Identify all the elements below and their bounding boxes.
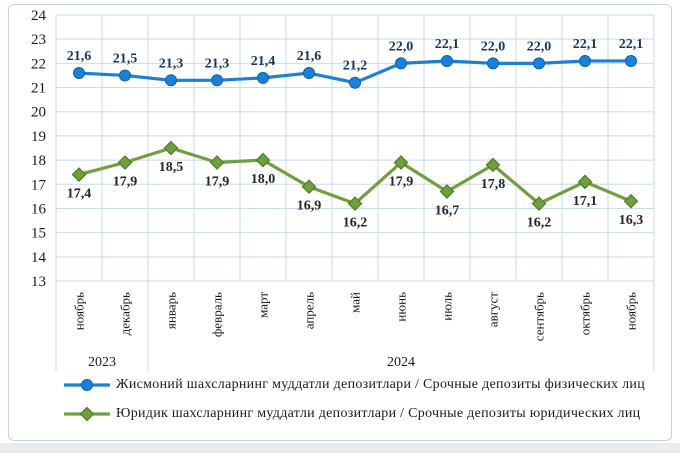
legend-marker-individuals-icon (64, 378, 110, 391)
legend-circle-marker-icon (81, 378, 93, 391)
legend-label-legal-entities: Юридик шахсларнинг муддатли депозитлари … (116, 405, 641, 421)
legend-diamond-marker-icon (79, 406, 95, 421)
legend: Жисмоний шахсларнинг муддатли депозитлар… (64, 370, 645, 428)
legend-item-legal-entities: Юридик шахсларнинг муддатли депозитлари … (64, 399, 645, 428)
page-background-strip (0, 443, 680, 453)
legend-item-individuals: Жисмоний шахсларнинг муддатли депозитлар… (64, 370, 645, 399)
legend-marker-legal-entities-icon (64, 406, 110, 421)
legend-label-individuals: Жисмоний шахсларнинг муддатли депозитлар… (116, 376, 646, 392)
